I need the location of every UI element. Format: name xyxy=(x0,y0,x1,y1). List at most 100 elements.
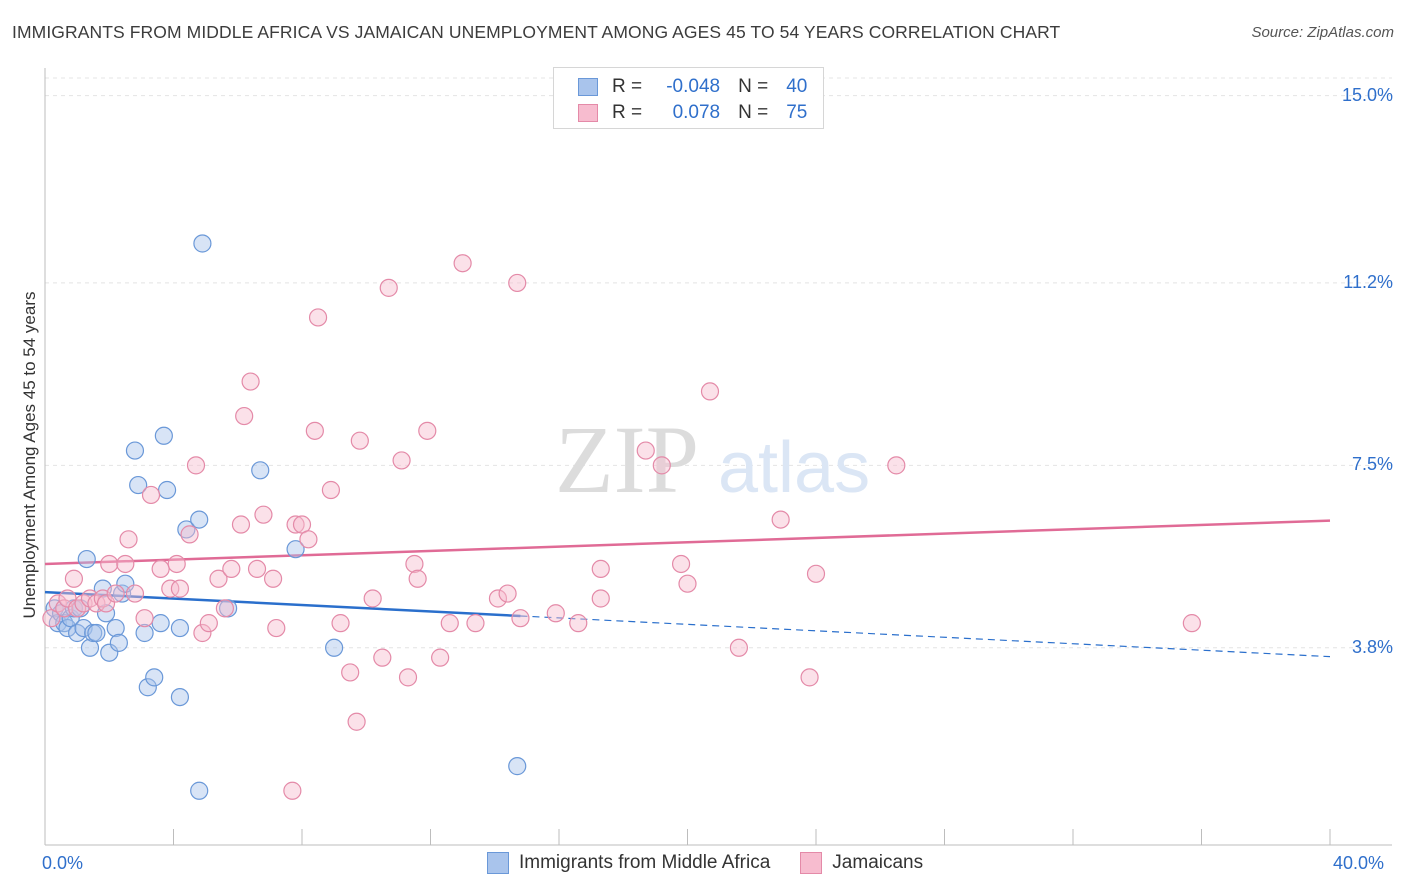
jamaican-point xyxy=(321,480,341,500)
jamaican-point xyxy=(263,569,283,588)
jamaican-point xyxy=(299,530,318,549)
jamaican-point xyxy=(373,648,392,667)
jamaican-point xyxy=(408,569,427,588)
jamaican-point xyxy=(347,712,366,731)
jamaican-point xyxy=(546,604,565,623)
legend-r-value: -0.048 xyxy=(666,76,721,97)
legend-n-value: 40 xyxy=(786,76,808,97)
jamaican-point xyxy=(1182,614,1201,633)
jamaican-point xyxy=(283,781,302,800)
legend-row-jamaicans: R = 0.078 N = 75 xyxy=(578,101,807,125)
middle-africa-point xyxy=(109,633,128,652)
legend-r-label: R = xyxy=(612,102,643,123)
middle-africa-point xyxy=(190,510,209,529)
middle-africa-point xyxy=(154,426,173,445)
jamaican-point xyxy=(671,554,691,574)
jamaican-point xyxy=(254,505,273,524)
jamaican-point xyxy=(466,614,485,633)
legend-r-label: R = xyxy=(612,76,643,97)
middle-africa-point xyxy=(112,584,132,603)
middle-africa-point xyxy=(157,480,177,500)
jamaican-point xyxy=(267,618,286,638)
correlation-legend: R = -0.048 N = 40 R = 0.078 N = 75 xyxy=(553,67,824,129)
jamaican-point xyxy=(806,564,826,583)
jamaican-point xyxy=(771,510,790,529)
jamaican-point xyxy=(125,584,145,603)
legend-row-middle-africa: R = -0.048 N = 40 xyxy=(578,75,807,99)
jamaican-point xyxy=(241,372,260,391)
jamaican-point xyxy=(167,554,186,574)
jamaican-point xyxy=(729,638,749,657)
jamaican-point xyxy=(116,554,135,574)
jamaican-point xyxy=(405,554,424,574)
jamaican-point xyxy=(141,485,161,505)
middle-africa-point xyxy=(129,475,148,495)
trendline-jamaicans xyxy=(44,519,1331,566)
series-label-middle-africa: Immigrants from Middle Africa xyxy=(519,852,771,873)
legend-swatch-blue xyxy=(578,78,598,96)
jamaican-point xyxy=(55,599,74,618)
middle-africa-point xyxy=(508,757,527,776)
jamaican-point xyxy=(170,579,190,598)
middle-africa-point xyxy=(58,618,77,638)
middle-africa-point xyxy=(125,441,145,460)
jamaican-point xyxy=(678,574,697,593)
legend-swatch-pink xyxy=(578,104,598,122)
middle-africa-point xyxy=(100,643,119,662)
series-label-jamaicans: Jamaicans xyxy=(832,852,924,873)
middle-africa-point xyxy=(87,623,106,643)
jamaican-point xyxy=(100,554,119,574)
middle-africa-point xyxy=(138,678,157,697)
middle-africa-point xyxy=(170,687,190,707)
jamaican-point xyxy=(151,559,170,578)
middle-africa-point xyxy=(151,614,170,633)
watermark-zip: ZIP xyxy=(555,406,699,513)
jamaican-point xyxy=(308,308,328,327)
jamaican-point xyxy=(379,278,398,297)
jamaican-point xyxy=(247,559,267,578)
jamaican-point xyxy=(591,589,610,608)
middle-africa-point xyxy=(251,461,270,480)
jamaican-point xyxy=(511,609,530,628)
jamaican-point xyxy=(64,569,84,588)
legend-n-label: N = xyxy=(738,102,769,123)
jamaican-point xyxy=(209,569,228,588)
middle-africa-point xyxy=(193,234,212,253)
jamaican-point xyxy=(350,431,369,450)
jamaican-point xyxy=(800,668,819,687)
watermark-atlas: atlas xyxy=(718,428,870,508)
series-legend: Immigrants from Middle Africa Jamaicans xyxy=(487,852,953,874)
chart-title: IMMIGRANTS FROM MIDDLE AFRICA VS JAMAICA… xyxy=(12,22,1061,42)
series-swatch-pink xyxy=(800,852,823,874)
legend-n-label: N = xyxy=(738,76,769,97)
jamaican-point xyxy=(569,614,588,633)
middle-africa-point xyxy=(135,623,154,643)
middle-africa-point xyxy=(145,668,164,687)
jamaican-point xyxy=(636,441,655,460)
series-legend-jamaicans: Jamaicans xyxy=(800,852,923,874)
jamaican-point xyxy=(700,382,720,401)
jamaican-point xyxy=(652,456,671,475)
jamaican-point xyxy=(193,623,212,643)
legend-n-value: 75 xyxy=(786,102,808,123)
axes xyxy=(44,68,1392,846)
jamaican-point xyxy=(161,579,180,598)
middle-africa-point xyxy=(325,638,344,657)
jamaican-point xyxy=(508,273,527,293)
jamaican-point xyxy=(215,599,234,618)
middle-africa-point xyxy=(106,618,125,638)
jamaican-point xyxy=(186,456,206,475)
middle-africa-point xyxy=(177,520,196,539)
middle-africa-point xyxy=(116,574,135,593)
jamaican-point xyxy=(887,456,906,475)
y-tick-label: 3.8% xyxy=(1351,636,1393,657)
source-credit: Source: ZipAtlas.com xyxy=(1251,24,1394,41)
jamaican-point xyxy=(488,589,508,608)
jamaican-point xyxy=(119,530,138,549)
jamaican-point xyxy=(440,614,459,633)
gridlines xyxy=(45,77,1392,649)
jamaican-point xyxy=(398,668,418,687)
middle-africa-point xyxy=(190,781,209,800)
series-swatch-blue xyxy=(487,852,509,874)
middle-africa-point xyxy=(286,540,305,559)
